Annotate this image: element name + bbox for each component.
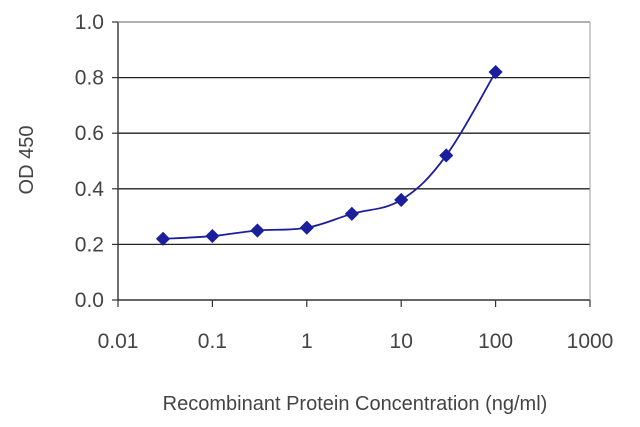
- y-axis-title: OD 450: [16, 126, 38, 195]
- y-tick-label: 0.8: [75, 67, 104, 90]
- data-point-marker: [250, 223, 265, 238]
- x-axis-title: Recombinant Protein Concentration (ng/ml…: [163, 393, 548, 415]
- axes: [112, 21, 591, 307]
- data-point-marker: [299, 220, 314, 235]
- data-point-marker: [394, 192, 409, 207]
- data-point-marker: [205, 228, 220, 244]
- y-tick-label: 1.0: [75, 11, 104, 34]
- x-tick-label: 0.1: [198, 330, 227, 353]
- data-point-marker: [488, 64, 503, 80]
- x-tick-label: 0.01: [98, 330, 139, 353]
- data-point-marker: [344, 206, 359, 221]
- data-series: [155, 64, 503, 246]
- y-tick-label: 0.6: [75, 122, 104, 145]
- x-tick-label: 1: [301, 330, 313, 353]
- y-tick-label: 0.0: [75, 289, 104, 312]
- data-point-marker: [155, 231, 171, 246]
- x-tick-label: 100: [478, 330, 513, 353]
- data-point-marker: [439, 148, 454, 163]
- y-tick-label: 0.2: [75, 233, 104, 256]
- x-tick-label: 1000: [567, 330, 614, 353]
- y-tick-label: 0.4: [75, 178, 105, 201]
- x-tick-label: 10: [390, 330, 413, 353]
- tick-labels: 0.0 0.2 0.4 0.6 0.8 1.0 0.01 0.1 1 10 100 1000: [75, 11, 614, 353]
